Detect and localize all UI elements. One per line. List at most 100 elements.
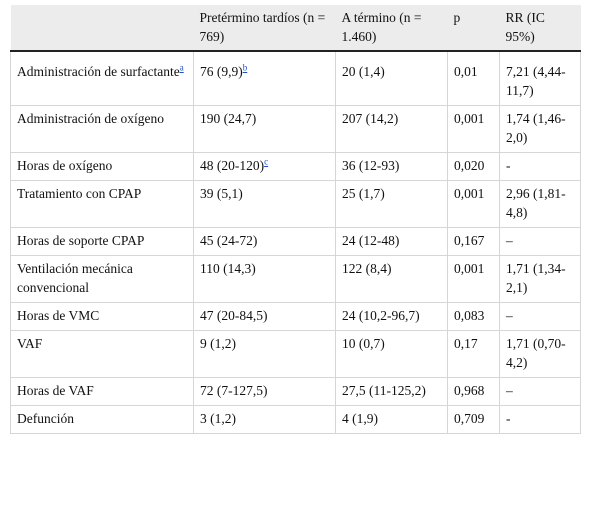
- cell-preterm-text: 110 (14,3): [200, 261, 256, 276]
- table-row: Horas de soporte CPAP 45 (24-72) 24 (12-48…: [10, 227, 581, 256]
- cell-term-text: 27,5 (11-125,2): [342, 383, 426, 398]
- cell-term: 4 (1,9): [335, 405, 448, 434]
- cell-term: 10 (0,7): [335, 330, 448, 378]
- cell-term: 36 (12-93): [335, 152, 448, 181]
- cell-term-text: 20 (1,4): [342, 64, 385, 79]
- cell-p: 0,001: [447, 105, 500, 153]
- cell-rr: 1,71 (0,70-4,2): [499, 330, 581, 378]
- cell-rr-text: 1,71 (0,70-4,2): [506, 336, 566, 370]
- cell-p: 0,001: [447, 255, 500, 303]
- cell-rr: –: [499, 302, 581, 331]
- header-rr: RR (IC 95%): [499, 5, 581, 52]
- row-label: Horas de VAF: [10, 377, 194, 406]
- row-label: Defunción: [10, 405, 194, 434]
- row-label-text: Ventilación mecánica convencional: [17, 261, 133, 295]
- header-empty-cell: [10, 5, 194, 52]
- cell-rr-text: –: [506, 308, 513, 323]
- cell-rr: 2,96 (1,81-4,8): [499, 180, 581, 228]
- cell-term-text: 24 (12-48): [342, 233, 400, 248]
- cell-rr: 1,71 (1,34-2,1): [499, 255, 581, 303]
- cell-preterm-text: 190 (24,7): [200, 111, 257, 126]
- cell-rr-text: 1,74 (1,46-2,0): [506, 111, 566, 145]
- cell-preterm: 190 (24,7): [193, 105, 336, 153]
- cell-rr-text: 7,21 (4,44-11,7): [506, 64, 566, 98]
- cell-p-text: 0,17: [454, 336, 478, 351]
- cell-rr: -: [499, 405, 581, 434]
- table-row: Tratamiento con CPAP 39 (5,1) 25 (1,7) 0,00…: [10, 180, 581, 228]
- cell-term: 20 (1,4): [335, 51, 448, 106]
- row-label: Tratamiento con CPAP: [10, 180, 194, 228]
- cell-p: 0,083: [447, 302, 500, 331]
- table-row: Horas de VMC 47 (20-84,5) 24 (10,2-96,7) 0,…: [10, 302, 581, 331]
- cell-p-text: 0,083: [454, 308, 485, 323]
- cell-rr: –: [499, 377, 581, 406]
- table-header: Pretérmino tardíos (n = 769) A término (…: [10, 5, 581, 52]
- cell-preterm-text: 3 (1,2): [200, 411, 236, 426]
- table-row: Horas de VAF 72 (7-127,5) 27,5 (11-125,2) 0…: [10, 377, 581, 406]
- table-row: Administración de surfactantea 76 (9,9)b 2…: [10, 51, 581, 106]
- cell-preterm: 39 (5,1): [193, 180, 336, 228]
- cell-rr-text: -: [506, 411, 511, 426]
- cell-preterm: 76 (9,9)b: [193, 51, 336, 106]
- cell-rr-text: -: [506, 158, 511, 173]
- cell-term: 122 (8,4): [335, 255, 448, 303]
- row-label: Horas de VMC: [10, 302, 194, 331]
- cell-p-text: 0,167: [454, 233, 485, 248]
- row-label: Ventilación mecánica convencional: [10, 255, 194, 303]
- cell-term-text: 36 (12-93): [342, 158, 400, 173]
- cell-p: 0,020: [447, 152, 500, 181]
- cell-p-text: 0,01: [454, 64, 478, 79]
- row-label: Horas de soporte CPAP: [10, 227, 194, 256]
- cell-p: 0,167: [447, 227, 500, 256]
- row-label: Horas de oxígeno: [10, 152, 194, 181]
- row-label-text: Horas de VMC: [17, 308, 100, 323]
- table-row: Horas de oxígeno 48 (20-120)c 36 (12-93) 0,…: [10, 152, 581, 181]
- row-label: Administración de oxígeno: [10, 105, 194, 153]
- cell-preterm-text: 48 (20-120): [200, 158, 265, 173]
- cell-rr: 1,74 (1,46-2,0): [499, 105, 581, 153]
- cell-preterm: 72 (7-127,5): [193, 377, 336, 406]
- row-label-text: Defunción: [17, 411, 74, 426]
- cell-preterm: 3 (1,2): [193, 405, 336, 434]
- footnote-link[interactable]: a: [179, 62, 184, 73]
- cell-rr: -: [499, 152, 581, 181]
- cell-rr-text: –: [506, 233, 513, 248]
- cell-rr-text: 1,71 (1,34-2,1): [506, 261, 566, 295]
- cell-preterm: 9 (1,2): [193, 330, 336, 378]
- table-row: Defunción 3 (1,2) 4 (1,9) 0,709 -: [10, 405, 581, 434]
- row-label-text: Horas de oxígeno: [17, 158, 113, 173]
- row-label: Administración de surfactantea: [10, 51, 194, 106]
- cell-preterm-text: 47 (20-84,5): [200, 308, 268, 323]
- header-preterm: Pretérmino tardíos (n = 769): [193, 5, 336, 52]
- table-row: Administración de oxígeno 190 (24,7) 207 (…: [10, 105, 581, 153]
- results-table: Pretérmino tardíos (n = 769) A término (…: [10, 5, 581, 434]
- cell-p: 0,01: [447, 51, 500, 106]
- row-label-text: Administración de oxígeno: [17, 111, 164, 126]
- cell-term-text: 122 (8,4): [342, 261, 392, 276]
- cell-p: 0,17: [447, 330, 500, 378]
- cell-preterm-text: 39 (5,1): [200, 186, 243, 201]
- cell-preterm-text: 45 (24-72): [200, 233, 258, 248]
- cell-preterm-text: 9 (1,2): [200, 336, 236, 351]
- cell-term-text: 25 (1,7): [342, 186, 385, 201]
- cell-p-text: 0,001: [454, 261, 485, 276]
- row-label: VAF: [10, 330, 194, 378]
- cell-preterm: 47 (20-84,5): [193, 302, 336, 331]
- cell-rr-text: –: [506, 383, 513, 398]
- header-row: Pretérmino tardíos (n = 769) A término (…: [10, 5, 581, 52]
- cell-rr: –: [499, 227, 581, 256]
- table-body: Administración de surfactantea 76 (9,9)b 2…: [10, 51, 581, 434]
- footnote-link[interactable]: b: [242, 62, 248, 73]
- cell-p: 0,001: [447, 180, 500, 228]
- footnote-link[interactable]: c: [264, 156, 269, 167]
- table-row: VAF 9 (1,2) 10 (0,7) 0,17 1,71 (0,70-4,2): [10, 330, 581, 378]
- cell-term: 27,5 (11-125,2): [335, 377, 448, 406]
- row-label-text: Horas de VAF: [17, 383, 94, 398]
- cell-term: 207 (14,2): [335, 105, 448, 153]
- cell-p: 0,709: [447, 405, 500, 434]
- cell-preterm: 110 (14,3): [193, 255, 336, 303]
- cell-rr-text: 2,96 (1,81-4,8): [506, 186, 566, 220]
- row-label-text: Tratamiento con CPAP: [17, 186, 142, 201]
- cell-term: 24 (10,2-96,7): [335, 302, 448, 331]
- header-term: A término (n = 1.460): [335, 5, 448, 52]
